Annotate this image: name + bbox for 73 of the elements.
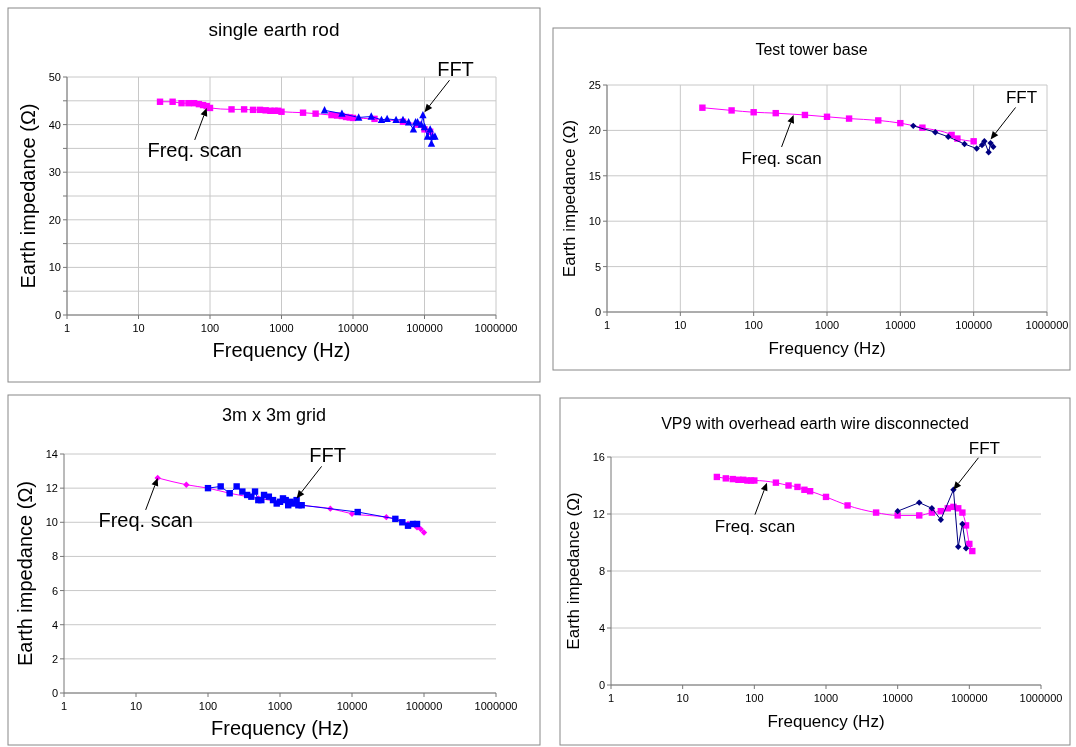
y-tick-label: 2 (51, 652, 58, 665)
x-tick-label: 1 (603, 319, 611, 331)
y-tick-label: 0 (54, 309, 61, 321)
x-tick-label: 1 (63, 322, 71, 334)
x-tick-label: 100000 (955, 319, 993, 331)
y-axis-title: Earth impedance (Ω) (560, 119, 579, 278)
x-tick-label: 10 (674, 319, 687, 331)
y-axis-title: Earth impedance (Ω) (17, 103, 39, 289)
x-tick-label: 10000 (336, 700, 368, 712)
y-tick-label: 6 (51, 584, 58, 597)
y-tick-label: 12 (45, 482, 58, 495)
x-tick-label: 1 (607, 692, 615, 704)
x-tick-label: 1000000 (1019, 692, 1063, 704)
chart-title: Test tower base (755, 41, 868, 58)
y-tick-label: 8 (51, 550, 58, 563)
y-tick-label: 8 (598, 565, 605, 577)
x-tick-label: 100 (745, 692, 764, 704)
x-tick-label: 1000000 (1025, 319, 1069, 331)
x-axis-title: Frequency (Hz) (211, 717, 349, 739)
y-tick-label: 40 (48, 118, 61, 131)
y-tick-label: 30 (48, 166, 61, 179)
y-tick-label: 10 (48, 261, 61, 274)
x-tick-label: 1000000 (474, 322, 518, 334)
x-axis-title: Frequency (Hz) (767, 712, 885, 731)
annotation: FFT (1005, 88, 1038, 108)
y-tick-label: 50 (48, 71, 61, 83)
y-axis-title: Earth impedance (Ω) (564, 492, 583, 650)
y-tick-label: 16 (592, 451, 605, 463)
x-tick-label: 10000 (885, 319, 916, 331)
x-tick-label: 100000 (950, 692, 988, 704)
x-tick-label: 100 (744, 319, 763, 331)
annotation: FFT (309, 444, 346, 467)
y-tick-label: 25 (588, 79, 601, 91)
x-tick-label: 1 (60, 700, 68, 712)
y-tick-label: 5 (594, 260, 601, 273)
annotation: FFT (968, 438, 1001, 458)
x-tick-label: 1000 (267, 700, 293, 712)
annotation: Freq. scan (714, 516, 796, 536)
y-tick-label: 10 (588, 215, 601, 228)
y-tick-label: 20 (48, 213, 61, 226)
y-tick-label: 20 (588, 124, 601, 137)
x-tick-label: 10 (129, 700, 143, 712)
x-axis-title: Frequency (Hz) (212, 339, 351, 361)
x-axis-title: Frequency (Hz) (768, 339, 886, 358)
y-axis-title: Earth impedance (Ω) (14, 480, 36, 667)
y-tick-label: 4 (51, 618, 58, 631)
x-tick-label: 10000 (882, 692, 913, 704)
annotation: FFT (437, 58, 474, 81)
y-tick-label: 10 (45, 516, 58, 529)
chart-title: single earth rod (208, 19, 340, 40)
x-tick-label: 100 (198, 700, 218, 712)
y-tick-label: 15 (588, 169, 601, 182)
y-tick-label: 0 (594, 306, 601, 318)
x-tick-label: 1000000 (474, 700, 518, 712)
x-tick-label: 1000 (813, 692, 839, 704)
x-tick-label: 10 (132, 322, 145, 334)
y-tick-label: 4 (598, 622, 605, 634)
x-tick-label: 1000 (269, 322, 294, 334)
x-tick-label: 100 (200, 322, 220, 334)
annotation: Freq. scan (741, 148, 822, 168)
annotation: Freq. scan (98, 508, 193, 531)
y-tick-label: 0 (598, 679, 605, 691)
x-tick-label: 1000 (814, 319, 840, 331)
annotation: Freq. scan (147, 138, 242, 161)
x-tick-label: 10 (676, 692, 689, 704)
x-tick-label: 100000 (405, 700, 443, 712)
y-tick-label: 14 (45, 448, 58, 460)
x-tick-label: 10000 (337, 322, 369, 334)
y-tick-label: 0 (51, 687, 58, 699)
chart-title: VP9 with overhead earth wire disconnected (661, 415, 969, 432)
chart-title: 3m x 3m grid (221, 405, 327, 425)
y-tick-label: 12 (592, 508, 605, 520)
x-tick-label: 100000 (406, 322, 443, 334)
